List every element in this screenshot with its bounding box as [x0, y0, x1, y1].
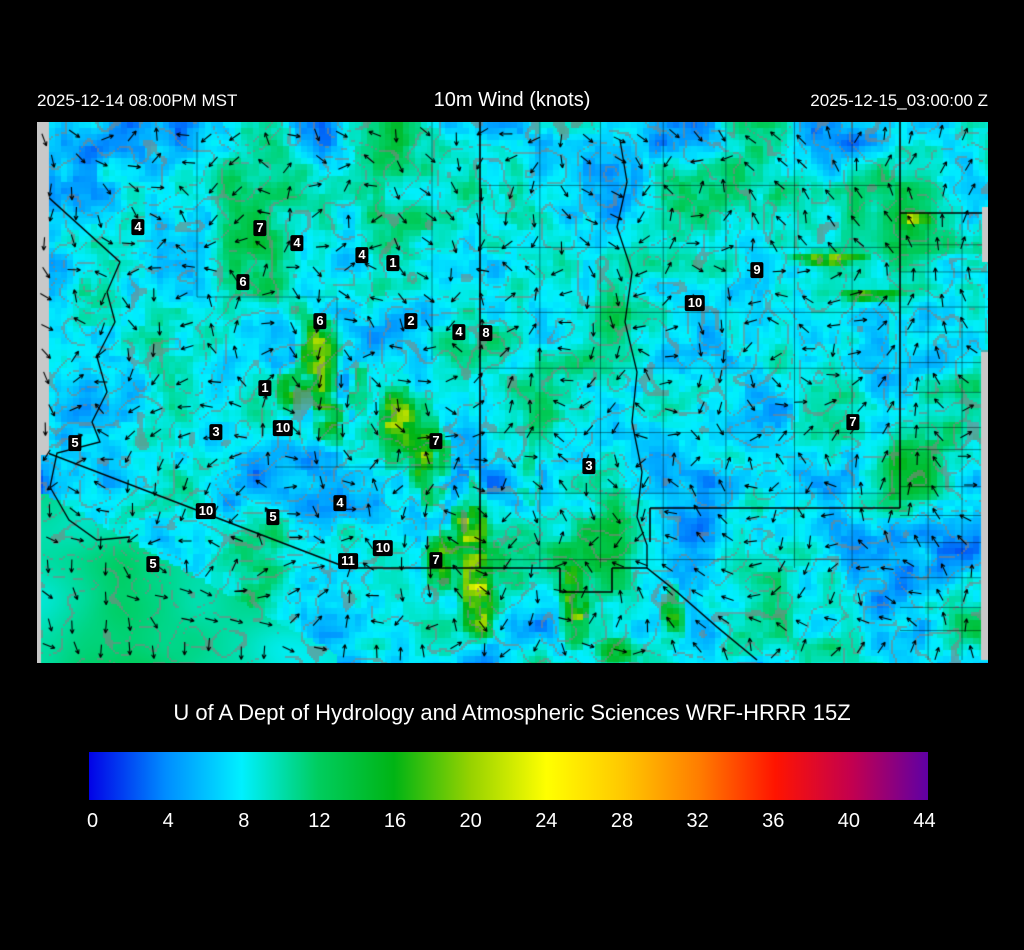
- station-wind-value: 10: [684, 295, 706, 311]
- station-wind-value: 7: [429, 433, 443, 449]
- station-wind-value: 4: [333, 495, 347, 511]
- station-labels-layer: 4 7 4 4 1 6 6 2 4 8 10 9 1 3 10 5 7 3 7 10 5 4 10 11 7 5: [37, 122, 988, 663]
- station-wind-value: 10: [372, 540, 394, 556]
- station-wind-value: 9: [750, 262, 764, 278]
- station-wind-value: 3: [582, 458, 596, 474]
- colorbar-tick: 24: [535, 810, 558, 832]
- station-wind-value: 6: [236, 274, 250, 290]
- colorbar-tick: 40: [837, 810, 860, 832]
- station-wind-value: 8: [479, 325, 493, 341]
- station-wind-value: 4: [355, 247, 369, 263]
- plot-title: 10m Wind (knots): [433, 89, 591, 111]
- wind-speed-map: 4 7 4 4 1 6 6 2 4 8 10 9 1 3 10 5 7 3 7 10 5 4 10 11 7 5: [37, 122, 988, 663]
- colorbar-gradient: [89, 752, 928, 800]
- station-wind-value: 6: [313, 313, 327, 329]
- colorbar-tick: 12: [308, 810, 331, 832]
- station-wind-value: 4: [452, 324, 466, 340]
- station-wind-value: 4: [131, 219, 145, 235]
- station-wind-value: 5: [146, 556, 160, 572]
- colorbar-tick: 28: [610, 810, 634, 832]
- station-wind-value: 7: [846, 414, 860, 430]
- station-wind-value: 4: [290, 235, 304, 251]
- colorbar-tick: 36: [762, 810, 785, 832]
- station-wind-value: 1: [386, 255, 400, 271]
- station-wind-value: 1: [258, 380, 272, 396]
- station-wind-value: 7: [429, 552, 443, 568]
- colorbar-tick: 32: [686, 810, 709, 832]
- station-wind-value: 3: [209, 424, 223, 440]
- colorbar-tick: 8: [238, 810, 250, 832]
- attribution-caption: U of A Dept of Hydrology and Atmospheric…: [173, 700, 851, 725]
- station-wind-value: 2: [404, 313, 418, 329]
- colorbar-tick-labels: 0 4 8 12 16 20 24 28 32 36 40 44: [86, 810, 936, 836]
- station-wind-value: 5: [266, 509, 280, 525]
- station-wind-value: 5: [68, 435, 82, 451]
- colorbar-tick: 20: [459, 810, 482, 832]
- station-wind-value: 7: [253, 220, 267, 236]
- colorbar-tick: 4: [162, 810, 174, 832]
- colorbar-tick: 16: [383, 810, 407, 832]
- wind-map-canvas: [37, 122, 988, 663]
- station-wind-value: 10: [272, 420, 294, 436]
- colorbar-tick: 44: [913, 810, 936, 832]
- station-wind-value: 11: [338, 553, 358, 569]
- station-wind-value: 10: [195, 503, 217, 519]
- valid-time-local: 2025-12-14 08:00PM MST: [37, 91, 238, 110]
- colorbar-tick: 0: [86, 810, 99, 832]
- valid-time-utc: 2025-12-15_03:00:00 Z: [810, 91, 988, 110]
